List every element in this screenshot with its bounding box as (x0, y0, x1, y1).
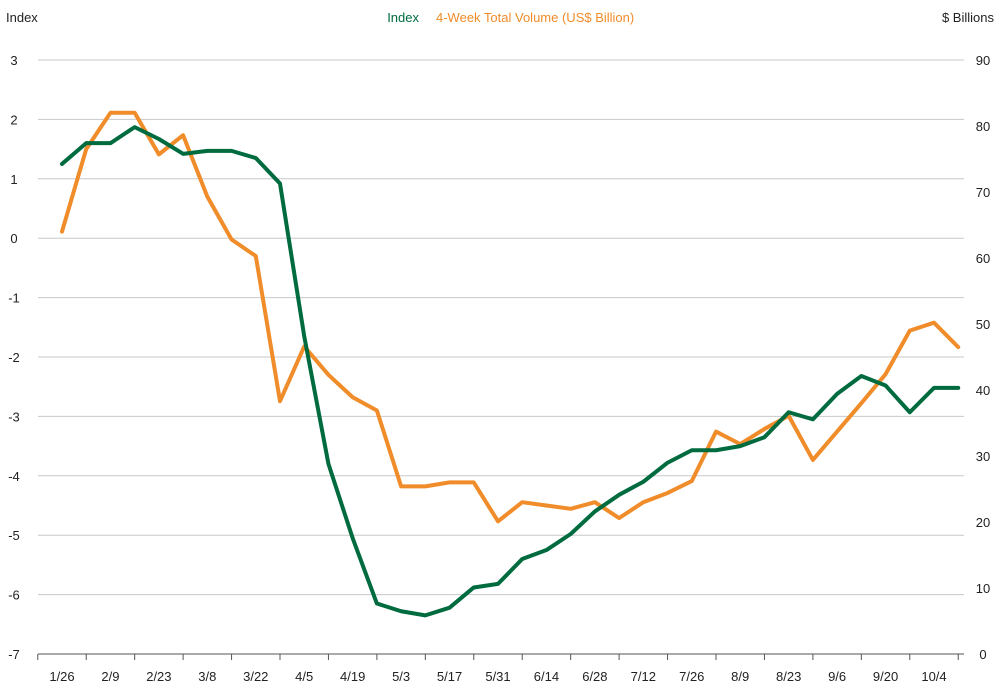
left-axis-title: Index (6, 10, 38, 25)
gridlines (38, 59, 964, 596)
left-tick-label: 0 (10, 231, 17, 246)
left-tick-label: -3 (8, 409, 20, 424)
x-tick-label: 5/31 (485, 669, 510, 684)
x-tick-label: 4/5 (295, 669, 313, 684)
x-tick-label: 8/9 (731, 669, 749, 684)
right-tick-label: 40 (976, 383, 990, 398)
x-tick-label: 9/20 (873, 669, 898, 684)
right-tick-label: 80 (976, 119, 990, 134)
right-axis-title: $ Billions (942, 10, 995, 25)
x-tick-label: 2/23 (146, 669, 171, 684)
right-tick-label: 60 (976, 251, 990, 266)
x-tick-label: 4/19 (340, 669, 365, 684)
x-tick-label: 3/22 (243, 669, 268, 684)
right-tick-label: 70 (976, 185, 990, 200)
right-tick-label: 90 (976, 53, 990, 68)
left-axis-ticks: 3 2 1 0 -1 -2 -3 -4 -5 -6 -7 (8, 53, 20, 662)
x-tick-label: 7/12 (631, 669, 656, 684)
legend-entry-index: Index (387, 10, 419, 25)
x-tick-label: 7/26 (679, 669, 704, 684)
x-tick-label: 3/8 (198, 669, 216, 684)
right-tick-label: 20 (976, 515, 990, 530)
left-tick-label: 3 (10, 53, 17, 68)
x-tick-label: 8/23 (776, 669, 801, 684)
x-tick-label: 5/17 (437, 669, 462, 684)
x-tick-label: 1/26 (49, 669, 74, 684)
x-tick-label: 9/6 (828, 669, 846, 684)
series-layer (60, 110, 961, 618)
right-tick-label: 10 (976, 581, 990, 596)
x-tick-label: 5/3 (392, 669, 410, 684)
x-tick-label: 6/14 (534, 669, 559, 684)
x-tick-label: 10/4 (921, 669, 946, 684)
legend: Index 4-Week Total Volume (US$ Billion) (387, 10, 634, 25)
right-axis-ticks: 90 80 70 60 50 40 30 20 10 0 (976, 53, 990, 662)
series-line-volume (60, 110, 961, 524)
x-tick-label: 6/28 (582, 669, 607, 684)
left-tick-label: -4 (8, 469, 20, 484)
left-tick-label: -1 (8, 291, 20, 306)
right-tick-label: 0 (979, 647, 986, 662)
right-tick-label: 30 (976, 449, 990, 464)
right-tick-label: 50 (976, 317, 990, 332)
left-tick-label: 1 (10, 172, 17, 187)
left-tick-label: -6 (8, 588, 20, 603)
x-axis-ticks: 1/26 2/9 2/23 3/8 3/22 4/5 4/19 5/3 5/17 5/31 6/14… (37, 654, 959, 684)
legend-entry-volume: 4-Week Total Volume (US$ Billion) (436, 10, 634, 25)
left-tick-label: -5 (8, 528, 20, 543)
left-tick-label: -7 (8, 647, 20, 662)
left-tick-label: -2 (8, 350, 20, 365)
series-line-index (60, 125, 961, 618)
left-tick-label: 2 (10, 112, 17, 127)
x-tick-label: 2/9 (101, 669, 119, 684)
